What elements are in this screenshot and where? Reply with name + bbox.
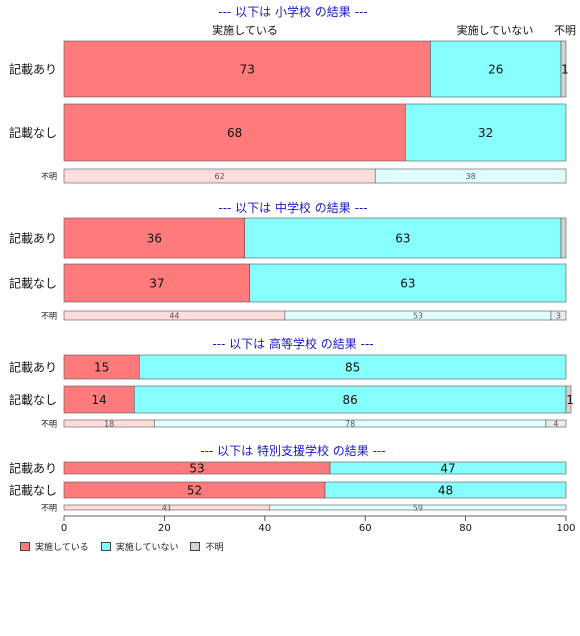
x-tick-label: 20 [158,523,171,534]
legend-item-no: 実施していない [100,540,179,553]
row-label: 不明 [41,172,57,181]
data-label: 14 [91,393,106,407]
column-header-2: 不明 [554,24,576,37]
legend: 実施している 実施していない 不明 [20,540,235,553]
group-title-2: --- 以下は 高等学校 の結果 --- [212,336,373,351]
data-label: 47 [440,462,455,476]
bar-segment [324,481,567,499]
row-label: 記載なし [9,125,57,140]
data-label: 4 [553,420,558,429]
data-label: 1 [561,63,569,77]
row-label: 記載あり [9,62,57,77]
legend-item-yes: 実施している [20,540,89,553]
data-label: 48 [438,484,453,498]
column-header-0: 実施している [212,23,278,37]
bar-segment [133,385,567,414]
x-tick-label: 40 [258,523,271,534]
bar-segment [560,40,567,98]
legend-item-unknown: 不明 [190,540,223,553]
bar-segment [430,40,562,98]
legend-swatch-unknown [190,542,201,551]
bar-segment [63,217,246,259]
data-label: 3 [556,312,561,321]
bar-segment [329,461,567,475]
bar-segment [244,217,562,259]
row-label: 記載あり [9,231,57,246]
group-title-0: --- 以下は 小学校 の結果 --- [218,4,367,19]
data-label: 37 [149,277,164,291]
legend-swatch-yes [20,542,30,551]
row-label: 記載なし [9,276,57,291]
bar-segment [560,217,567,259]
data-label: 63 [400,277,415,291]
row-label: 記載あり [9,360,57,375]
row-label: 不明 [41,312,57,321]
row-label: 記載なし [9,483,57,498]
data-label: 36 [147,232,162,246]
data-label: 68 [227,126,242,140]
data-label: 86 [342,393,357,407]
data-label: 26 [488,63,503,77]
bar-segment [269,504,567,511]
data-label: 63 [395,232,410,246]
bar-segment [374,168,567,184]
bar-segment [63,354,140,380]
data-label: 1 [566,393,574,407]
group-title-3: --- 以下は 特別支援学校 の結果 --- [200,443,385,458]
data-label: 18 [104,420,114,429]
x-tick-label: 80 [459,523,472,534]
x-tick-label: 0 [61,523,67,534]
data-label: 62 [215,172,225,181]
data-label: 78 [345,420,355,429]
row-label: 記載なし [9,392,57,407]
row-label: 記載あり [9,461,57,476]
legend-label-no: 実施していない [115,543,179,553]
bar-segment [63,103,406,162]
bar-segment [139,354,567,380]
bar-segment [405,103,567,162]
column-header-1: 実施していない [457,23,534,37]
group-title-1: --- 以下は 中学校 の結果 --- [218,200,367,215]
x-tick-label: 100 [556,523,575,534]
data-label: 44 [169,312,179,321]
data-label: 41 [162,504,172,513]
data-label: 59 [413,504,423,513]
data-label: 15 [94,361,109,375]
data-label: 73 [240,63,255,77]
legend-label-yes: 実施している [35,543,89,553]
row-label: 不明 [41,504,57,513]
bar-segment [249,263,567,303]
data-label: 53 [413,312,423,321]
bar-segment [565,385,572,414]
data-label: 53 [189,462,204,476]
data-label: 52 [187,484,202,498]
bar-segment [63,263,251,303]
legend-label-unknown: 不明 [205,543,224,553]
row-label: 不明 [41,420,57,429]
bar-segment [545,419,567,428]
bar-segment [63,40,431,98]
bar-segment [550,310,567,321]
data-label: 85 [345,361,360,375]
x-tick-label: 60 [359,523,372,534]
data-label: 38 [466,172,476,181]
legend-swatch-no [100,542,111,551]
data-label: 32 [478,126,493,140]
